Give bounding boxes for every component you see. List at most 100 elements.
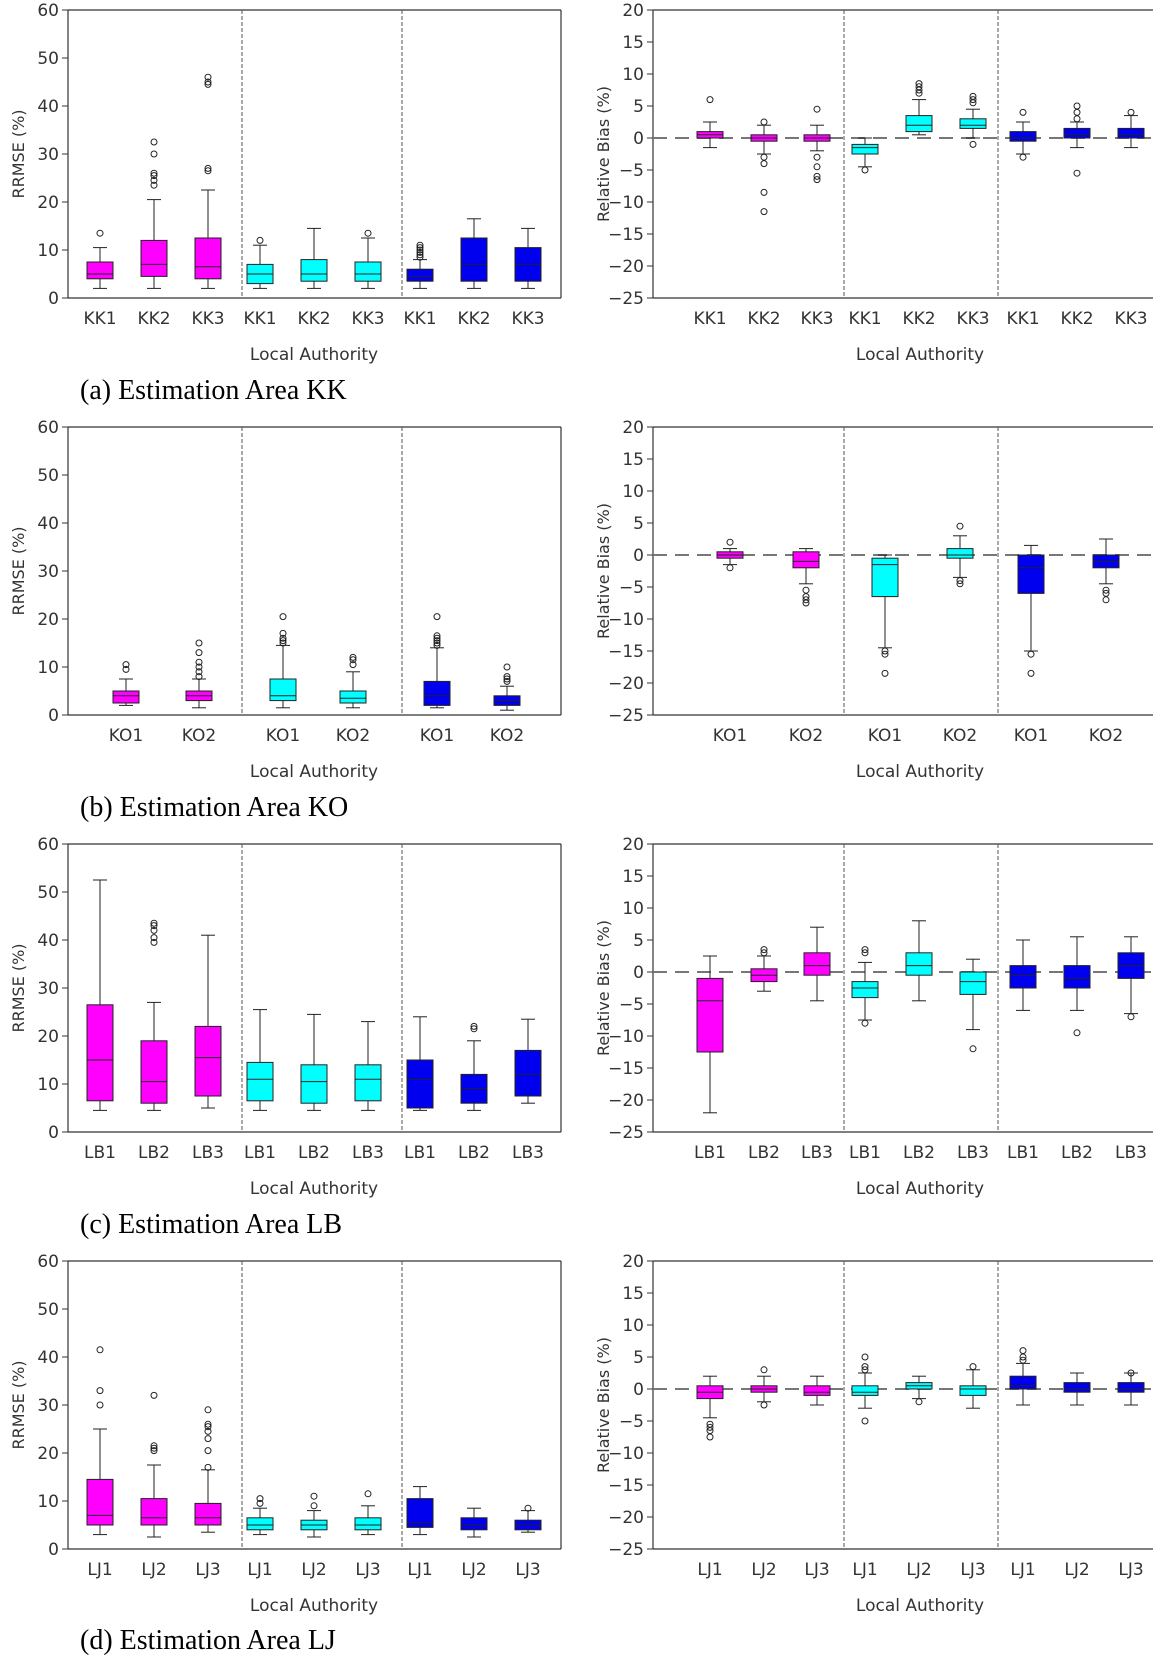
x-tick-label: LJ2 — [751, 1560, 776, 1580]
box-body — [140, 1498, 168, 1526]
plot-left-2: 0 10 20 30 40 50 60 RRMSE (%) Local Authority LB1… — [9, 835, 562, 1199]
y-tick-label: −5 — [619, 1412, 644, 1432]
box-body — [1009, 1375, 1037, 1390]
outlier — [96, 229, 104, 237]
outlier — [416, 241, 424, 249]
y-tick-label: −5 — [619, 995, 644, 1015]
y-tick-label: −20 — [608, 257, 644, 277]
box-LB1: LB1 — [1007, 939, 1039, 1163]
y-tick-label: −10 — [608, 1027, 644, 1047]
x-tick-label: LJ2 — [141, 1560, 166, 1580]
box-KO1: KO1 — [266, 613, 300, 746]
outlier — [1019, 153, 1027, 161]
x-tick-label: LB1 — [404, 1143, 436, 1163]
y-tick-label: 60 — [37, 1, 59, 21]
y-tick-label: 50 — [37, 49, 59, 69]
y-tick-label: −20 — [608, 674, 644, 694]
x-tick-label: LB3 — [192, 1143, 224, 1163]
y-tick-label: 20 — [622, 418, 644, 438]
outlier — [279, 639, 287, 647]
outlier — [1127, 1013, 1135, 1021]
box-body — [1009, 965, 1037, 989]
outlier — [1073, 169, 1081, 177]
x-tick-label: KO2 — [1089, 726, 1123, 746]
box-body — [406, 268, 434, 282]
x-tick-label: KO1 — [713, 726, 747, 746]
y-tick-label: 15 — [622, 450, 644, 470]
x-tick-label: KK3 — [800, 309, 833, 329]
x-axis-label: Local Authority — [856, 345, 984, 365]
y-tick-label: 15 — [622, 33, 644, 53]
x-tick-label: KO2 — [789, 726, 823, 746]
outlier — [433, 637, 441, 645]
y-tick-label: 10 — [37, 658, 59, 678]
plot-left-0: 0 10 20 30 40 50 60 RRMSE (%) Local Authority KK1… — [9, 1, 562, 365]
x-axis-label: Local Authority — [250, 1179, 378, 1199]
box-LB3: LB3 — [801, 926, 833, 1163]
outlier — [204, 80, 212, 88]
box-KK1: KK1 — [403, 241, 437, 329]
x-tick-label: KK3 — [351, 309, 384, 329]
y-axis-label: Relative Bias (%) — [594, 86, 613, 222]
x-tick-label: LB2 — [298, 1143, 330, 1163]
box-LB1: LB1 — [244, 1009, 276, 1163]
outlier — [433, 641, 441, 649]
x-tick-label: LB2 — [903, 1143, 935, 1163]
y-tick-label: 20 — [37, 1444, 59, 1464]
box-LB1: LB1 — [84, 879, 116, 1163]
y-tick-label: 10 — [622, 1316, 644, 1336]
y-tick-label: 40 — [37, 97, 59, 117]
box-LB2: LB2 — [138, 919, 170, 1163]
y-tick-label: −25 — [608, 706, 644, 726]
outlier — [195, 663, 203, 671]
box-LJ2: LJ2 — [905, 1375, 933, 1580]
outlier — [416, 248, 424, 256]
x-tick-label: LB2 — [1061, 1143, 1093, 1163]
outlier — [96, 1346, 104, 1354]
y-tick-label: 10 — [37, 1075, 59, 1095]
outlier — [349, 653, 357, 661]
plot-right-2: −25 −20 −15 −10 −5 0 5 10 15 20 Relative Bias (%) L… — [594, 835, 1153, 1199]
outlier — [279, 613, 287, 621]
x-tick-label: KK2 — [137, 309, 170, 329]
y-tick-label: 10 — [622, 482, 644, 502]
y-tick-label: 10 — [622, 65, 644, 85]
x-axis-label: Local Authority — [856, 1596, 984, 1616]
y-tick-label: 0 — [633, 129, 644, 149]
x-tick-label: KK1 — [1006, 309, 1039, 329]
y-tick-label: −25 — [608, 1123, 644, 1143]
box-KK1: KK1 — [1006, 108, 1040, 329]
box-LJ2: LJ2 — [460, 1507, 488, 1580]
box-KK1: KK1 — [693, 96, 727, 329]
x-tick-label: LJ1 — [407, 1560, 432, 1580]
y-tick-label: −15 — [608, 1059, 644, 1079]
box-LJ3: LJ3 — [1117, 1369, 1145, 1580]
outlier — [969, 140, 977, 148]
x-tick-label: LB2 — [138, 1143, 170, 1163]
outlier — [1019, 1356, 1027, 1364]
outlier — [760, 1366, 768, 1374]
outlier — [861, 166, 869, 174]
y-tick-label: −15 — [608, 225, 644, 245]
box-body — [406, 1059, 434, 1109]
outlier — [204, 1420, 212, 1428]
y-tick-label: 40 — [37, 1348, 59, 1368]
outlier — [195, 649, 203, 657]
box-LJ2: LJ2 — [300, 1492, 328, 1580]
x-tick-label: KO2 — [182, 726, 216, 746]
y-tick-label: 10 — [37, 1492, 59, 1512]
outlier — [706, 1423, 714, 1431]
box-body — [871, 557, 899, 598]
x-tick-label: KK2 — [297, 309, 330, 329]
outlier — [433, 632, 441, 640]
outlier — [150, 176, 158, 184]
x-tick-label: LB1 — [1007, 1143, 1039, 1163]
box-LJ1: LJ1 — [406, 1486, 434, 1580]
outlier — [956, 577, 964, 585]
x-tick-label: LJ2 — [1064, 1560, 1089, 1580]
x-tick-label: LB1 — [694, 1143, 726, 1163]
box-body — [514, 1049, 542, 1097]
y-axis-label: Relative Bias (%) — [594, 1337, 613, 1473]
x-tick-label: LB3 — [1115, 1143, 1147, 1163]
outlier — [150, 1447, 158, 1455]
